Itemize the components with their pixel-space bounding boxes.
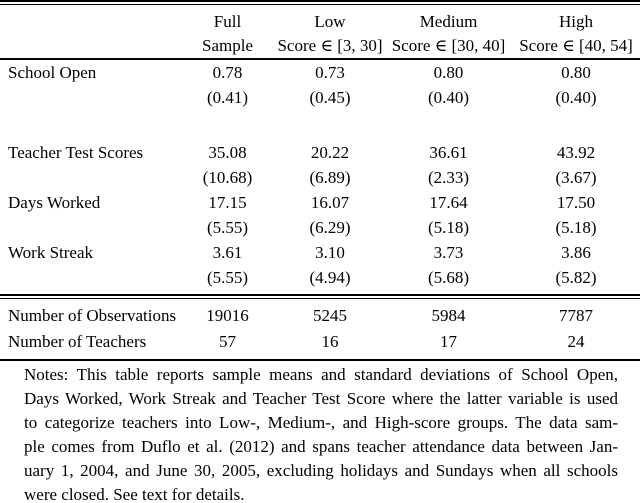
summary-value-cell: 17 bbox=[440, 332, 457, 351]
mean-cell: 20.22 bbox=[310, 143, 350, 162]
sd-cell: (5.55) bbox=[206, 218, 249, 237]
sd-cell: (5.18) bbox=[427, 218, 470, 237]
mean-cell: 17.50 bbox=[556, 193, 596, 212]
summary-row-observations: Number of Observations 19016 5245 5984 7… bbox=[0, 303, 640, 329]
col-header-line2: Score ∈ [30, 40] bbox=[391, 36, 506, 55]
mean-cell: 0.80 bbox=[561, 63, 591, 82]
stat-row-mean-teacher-test-scores: Teacher Test Scores 35.08 20.22 36.61 43… bbox=[0, 140, 640, 165]
notes-line: were closed. See text for details. bbox=[24, 485, 245, 503]
stat-row-mean-school-open: School Open 0.78 0.73 0.80 0.80 bbox=[0, 59, 640, 85]
sd-cell: (3.67) bbox=[555, 168, 597, 187]
summary-value-cell: 57 bbox=[219, 332, 236, 351]
notes-line: Notes: This table reports sample means a… bbox=[24, 365, 618, 384]
col-header-empty bbox=[0, 5, 180, 59]
sd-cell: (0.40) bbox=[555, 88, 597, 107]
col-header-line2: Sample bbox=[202, 36, 253, 55]
row-label: Teacher Test Scores bbox=[8, 143, 144, 162]
row-label: Number of Teachers bbox=[8, 332, 147, 351]
summary-value-cell: 19016 bbox=[206, 306, 249, 325]
notes-line: Days Worked, Work Streak and Teacher Tes… bbox=[24, 389, 618, 408]
mean-cell: 35.08 bbox=[208, 143, 247, 162]
row-label: Work Streak bbox=[8, 243, 94, 262]
row-label: School Open bbox=[8, 63, 97, 82]
sd-cell: (10.68) bbox=[202, 168, 253, 187]
col-header-high-score: High Score ∈ [40, 54] bbox=[512, 5, 640, 59]
notes-line: to categorize teachers into Low-, Medium… bbox=[24, 413, 618, 432]
mean-cell: 17.64 bbox=[429, 193, 468, 212]
mean-cell: 0.78 bbox=[212, 63, 243, 82]
notes-rule bbox=[0, 359, 640, 361]
sd-cell: (6.29) bbox=[309, 218, 351, 237]
summary-statistics-table: Full Sample Low Score ∈ [3, 30] Medium S… bbox=[0, 5, 640, 294]
stat-row-sd-days-worked: (5.55) (6.29) (5.18) (5.18) bbox=[0, 215, 640, 240]
stat-row-mean-work-streak: Work Streak 3.61 3.10 3.73 3.86 bbox=[0, 240, 640, 265]
summary-row-teachers: Number of Teachers 57 16 17 24 bbox=[0, 329, 640, 355]
stat-row-sd-school-open: (0.41) (0.45) (0.40) (0.40) bbox=[0, 85, 640, 110]
row-label-empty bbox=[0, 165, 180, 190]
sd-cell: (5.18) bbox=[555, 218, 597, 237]
mean-cell: 3.73 bbox=[433, 243, 464, 262]
row-label: Days Worked bbox=[8, 193, 101, 212]
summary-value-cell: 5984 bbox=[431, 306, 466, 325]
summary-value-cell: 16 bbox=[321, 332, 339, 351]
spacer-row bbox=[0, 110, 640, 140]
summary-value-cell: 24 bbox=[567, 332, 585, 351]
mean-cell: 36.61 bbox=[429, 143, 468, 162]
mid-rule bbox=[0, 294, 640, 299]
col-header-line2: Score ∈ [40, 54] bbox=[519, 36, 633, 55]
table-notes: Notes: This table reports sample means a… bbox=[0, 363, 640, 503]
mean-cell: 16.07 bbox=[310, 193, 350, 212]
sd-cell: (4.94) bbox=[309, 268, 351, 287]
col-header-line1: Low bbox=[314, 12, 346, 31]
col-header-line1: Medium bbox=[419, 12, 478, 31]
sd-cell: (0.45) bbox=[309, 88, 351, 107]
col-header-full-sample: Full Sample bbox=[180, 5, 275, 59]
sd-cell: (0.41) bbox=[206, 88, 249, 107]
col-header-medium-score: Medium Score ∈ [30, 40] bbox=[385, 5, 512, 59]
sd-cell: (0.40) bbox=[427, 88, 470, 107]
mean-cell: 3.10 bbox=[315, 243, 345, 262]
row-label-empty bbox=[0, 215, 180, 240]
summary-value-cell: 7787 bbox=[559, 306, 593, 325]
col-header-line1: High bbox=[559, 12, 593, 31]
mean-cell: 3.86 bbox=[561, 243, 591, 262]
mean-cell: 17.15 bbox=[208, 193, 247, 212]
table-header: Full Sample Low Score ∈ [3, 30] Medium S… bbox=[0, 5, 640, 59]
notes-line: uary 1, 2004, and June 30, 2005, excludi… bbox=[24, 461, 618, 480]
row-label-empty bbox=[0, 85, 180, 110]
summary-value-cell: 5245 bbox=[313, 306, 347, 325]
mean-cell: 43.92 bbox=[556, 143, 596, 162]
header-row: Full Sample Low Score ∈ [3, 30] Medium S… bbox=[0, 5, 640, 59]
sd-cell: (5.82) bbox=[555, 268, 597, 287]
row-label: Number of Observations bbox=[8, 306, 177, 325]
col-header-line1: Full bbox=[213, 12, 242, 31]
stat-row-sd-teacher-test-scores: (10.68) (6.89) (2.33) (3.67) bbox=[0, 165, 640, 190]
mean-cell: 3.61 bbox=[212, 243, 243, 262]
notes-line: ple comes from Duflo et al. (2012) and s… bbox=[24, 437, 618, 456]
sd-cell: (5.68) bbox=[427, 268, 470, 287]
sd-cell: (6.89) bbox=[309, 168, 351, 187]
sd-cell: (2.33) bbox=[427, 168, 470, 187]
stat-row-mean-days-worked: Days Worked 17.15 16.07 17.64 17.50 bbox=[0, 190, 640, 215]
mean-cell: 0.73 bbox=[315, 63, 345, 82]
sd-cell: (5.55) bbox=[206, 268, 249, 287]
col-header-line2: Score ∈ [3, 30] bbox=[277, 36, 383, 55]
col-header-low-score: Low Score ∈ [3, 30] bbox=[275, 5, 385, 59]
top-rule bbox=[0, 0, 640, 5]
observation-counts-table: Number of Observations 19016 5245 5984 7… bbox=[0, 299, 640, 359]
stat-row-sd-work-streak: (5.55) (4.94) (5.68) (5.82) bbox=[0, 265, 640, 290]
row-label-empty bbox=[0, 265, 180, 290]
mean-cell: 0.80 bbox=[433, 63, 464, 82]
